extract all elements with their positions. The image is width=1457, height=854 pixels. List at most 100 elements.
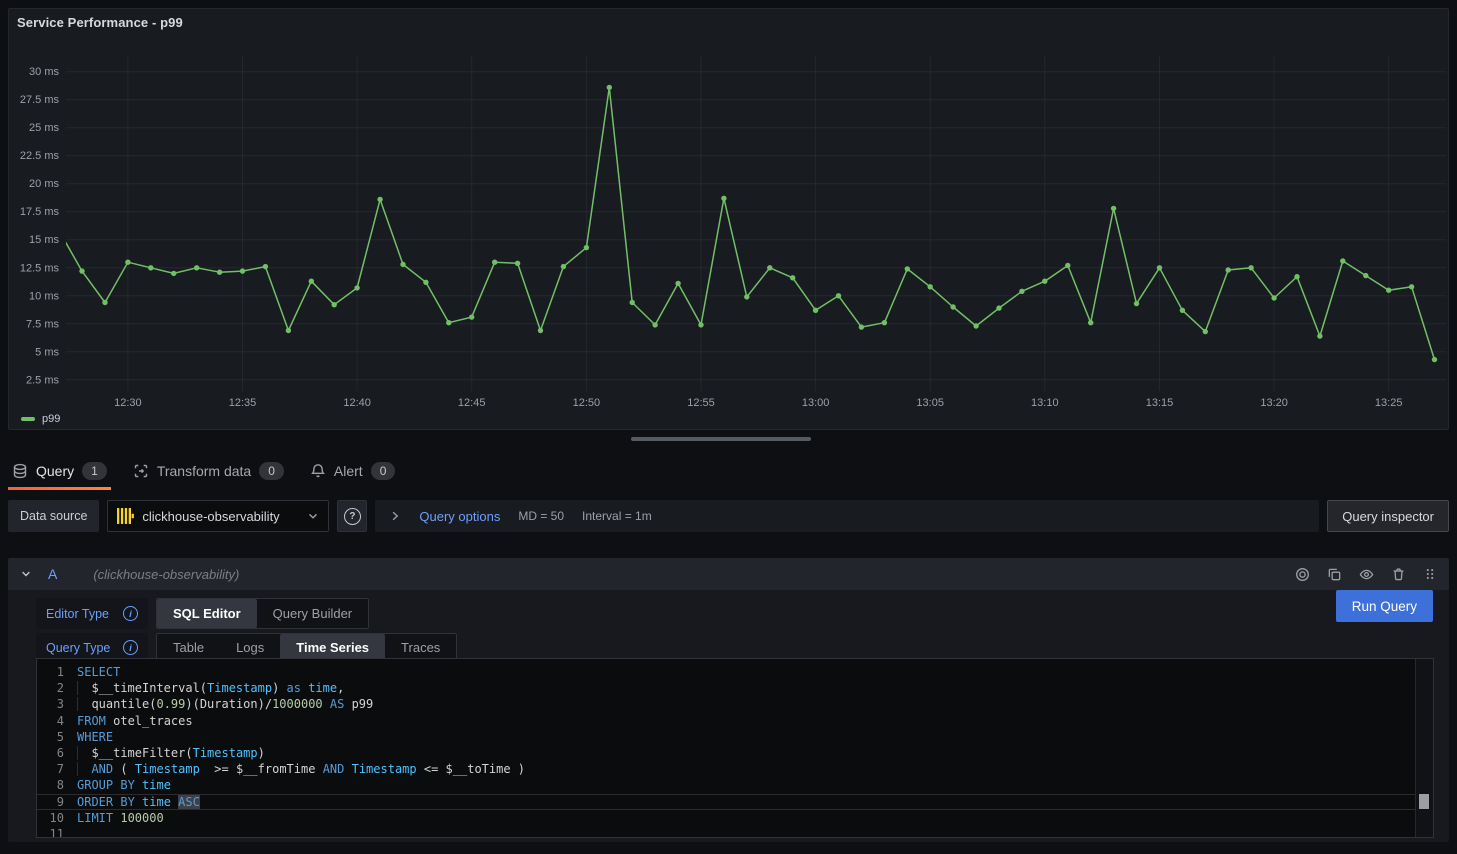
query-inspector-button[interactable]: Query inspector (1327, 500, 1449, 532)
datasource-bar: Data source clickhouse-observability (8, 500, 1449, 532)
line-number: 11 (37, 827, 77, 838)
run-query-button[interactable]: Run Query (1336, 590, 1433, 622)
tab-query-badge: 1 (82, 462, 107, 480)
query-datasource-hint: (clickhouse-observability) (93, 567, 239, 582)
svg-text:12:40: 12:40 (343, 397, 371, 409)
editor-type-toggle: SQL EditorQuery Builder (156, 598, 369, 629)
transform-icon (133, 463, 149, 479)
editor-tabs: Query 1 Transform data 0 Alert (8, 452, 399, 490)
svg-text:27.5 ms: 27.5 ms (20, 94, 60, 106)
svg-text:15 ms: 15 ms (29, 234, 59, 246)
line-number: 8 (37, 778, 77, 792)
code-line[interactable]: 1SELECT (37, 664, 1416, 680)
query-row-header[interactable]: A (clickhouse-observability) (8, 558, 1449, 590)
database-icon (12, 463, 28, 479)
code-line[interactable]: 6 $__timeFilter(Timestamp) (37, 745, 1416, 761)
line-number: 2 (37, 681, 77, 695)
query-help-icon[interactable] (1295, 567, 1310, 582)
query-options-toggle[interactable]: Query options (419, 509, 500, 524)
sql-code[interactable]: 1SELECT2 $__timeInterval(Timestamp) as t… (37, 664, 1416, 838)
datasource-selected-value: clickhouse-observability (142, 509, 298, 524)
svg-text:12:30: 12:30 (114, 397, 142, 409)
tab-alert-label: Alert (334, 463, 363, 479)
line-number: 3 (37, 697, 77, 711)
info-icon[interactable] (123, 606, 138, 621)
svg-text:13:05: 13:05 (916, 397, 944, 409)
datasource-picker[interactable]: clickhouse-observability (107, 500, 329, 532)
toggle-option-sql-editor[interactable]: SQL Editor (157, 599, 257, 628)
code-line[interactable]: 7 AND ( Timestamp >= $__fromTime AND Tim… (37, 761, 1416, 777)
chart-legend[interactable]: p99 (21, 411, 60, 427)
tab-query-label: Query (36, 463, 74, 479)
line-number: 4 (37, 714, 77, 728)
query-row-actions (1295, 567, 1437, 582)
pane-splitter[interactable] (0, 434, 1457, 444)
duplicate-query-icon[interactable] (1327, 567, 1342, 582)
datasource-label: Data source (8, 500, 99, 532)
active-tab-underline (8, 487, 111, 490)
svg-text:12:50: 12:50 (573, 397, 601, 409)
grafana-panel-edit-page: Service Performance - p99 2.5 ms5 ms7.5 … (0, 0, 1457, 854)
code-line[interactable]: 9ORDER BY time ASC (37, 794, 1416, 810)
svg-text:20 ms: 20 ms (29, 178, 59, 190)
tab-transform-data[interactable]: Transform data 0 (129, 452, 288, 490)
datasource-help-button[interactable] (337, 500, 367, 532)
interval-value: Interval = 1m (582, 509, 652, 523)
query-ref-id[interactable]: A (48, 566, 57, 582)
svg-text:25 ms: 25 ms (29, 122, 59, 134)
code-line[interactable]: 3 quantile(0.99)(Duration)/1000000 AS p9… (37, 696, 1416, 712)
max-data-points-value: MD = 50 (518, 509, 564, 523)
query-options-bar: Query options MD = 50 Interval = 1m (375, 500, 1319, 532)
svg-text:12:45: 12:45 (458, 397, 486, 409)
collapse-chevron-icon[interactable] (20, 568, 32, 580)
line-number: 10 (37, 811, 77, 825)
line-number: 9 (37, 795, 77, 809)
line-number: 6 (37, 746, 77, 760)
code-line[interactable]: 11 (37, 826, 1416, 838)
svg-text:12:35: 12:35 (229, 397, 257, 409)
code-line[interactable]: 2 $__timeInterval(Timestamp) as time, (37, 680, 1416, 696)
chart-panel: Service Performance - p99 2.5 ms5 ms7.5 … (8, 8, 1449, 430)
toggle-option-traces[interactable]: Traces (385, 634, 456, 661)
chevron-down-icon (306, 509, 320, 523)
toggle-option-logs[interactable]: Logs (220, 634, 280, 661)
tab-query[interactable]: Query 1 (8, 452, 111, 490)
line-number: 1 (37, 665, 77, 679)
code-line[interactable]: 5WHERE (37, 729, 1416, 745)
toggle-option-query-builder[interactable]: Query Builder (257, 599, 368, 628)
code-line[interactable]: 10LIMIT 100000 (37, 810, 1416, 826)
code-line[interactable]: 8GROUP BY time (37, 777, 1416, 793)
tab-transform-label: Transform data (157, 463, 251, 479)
svg-text:22.5 ms: 22.5 ms (20, 150, 60, 162)
query-editor-row: A (clickhouse-observability) (8, 558, 1449, 842)
svg-text:12:55: 12:55 (687, 397, 715, 409)
tab-transform-badge: 0 (259, 462, 284, 480)
remove-query-trash-icon[interactable] (1391, 567, 1406, 582)
drag-handle-grip-icon[interactable] (1423, 567, 1437, 581)
legend-series-swatch (21, 417, 35, 421)
svg-text:30 ms: 30 ms (29, 66, 59, 78)
tab-alert[interactable]: Alert 0 (306, 452, 399, 490)
info-icon[interactable] (123, 640, 138, 655)
chevron-right-icon[interactable] (389, 510, 401, 522)
svg-text:10 ms: 10 ms (29, 290, 59, 302)
svg-text:17.5 ms: 17.5 ms (20, 206, 60, 218)
line-number: 7 (37, 762, 77, 776)
code-line[interactable]: 4FROM otel_traces (37, 713, 1416, 729)
sql-editor[interactable]: 1SELECT2 $__timeInterval(Timestamp) as t… (36, 658, 1434, 838)
hide-response-eye-icon[interactable] (1359, 567, 1374, 582)
bell-icon (310, 463, 326, 479)
editor-overview-ruler[interactable] (1415, 659, 1433, 837)
clickhouse-logo-icon (116, 507, 134, 525)
svg-text:13:25: 13:25 (1375, 397, 1403, 409)
svg-text:13:10: 13:10 (1031, 397, 1059, 409)
legend-series-label: p99 (42, 413, 60, 425)
toggle-option-table[interactable]: Table (157, 634, 220, 661)
splitter-grip-icon (631, 437, 811, 441)
timeseries-chart[interactable]: 2.5 ms5 ms7.5 ms10 ms12.5 ms15 ms17.5 ms… (9, 9, 1448, 429)
svg-text:13:20: 13:20 (1260, 397, 1288, 409)
editor-type-label: Editor Type (36, 598, 148, 629)
svg-text:12.5 ms: 12.5 ms (20, 262, 60, 274)
toggle-option-time-series[interactable]: Time Series (280, 634, 385, 661)
help-circle-icon (344, 508, 361, 525)
